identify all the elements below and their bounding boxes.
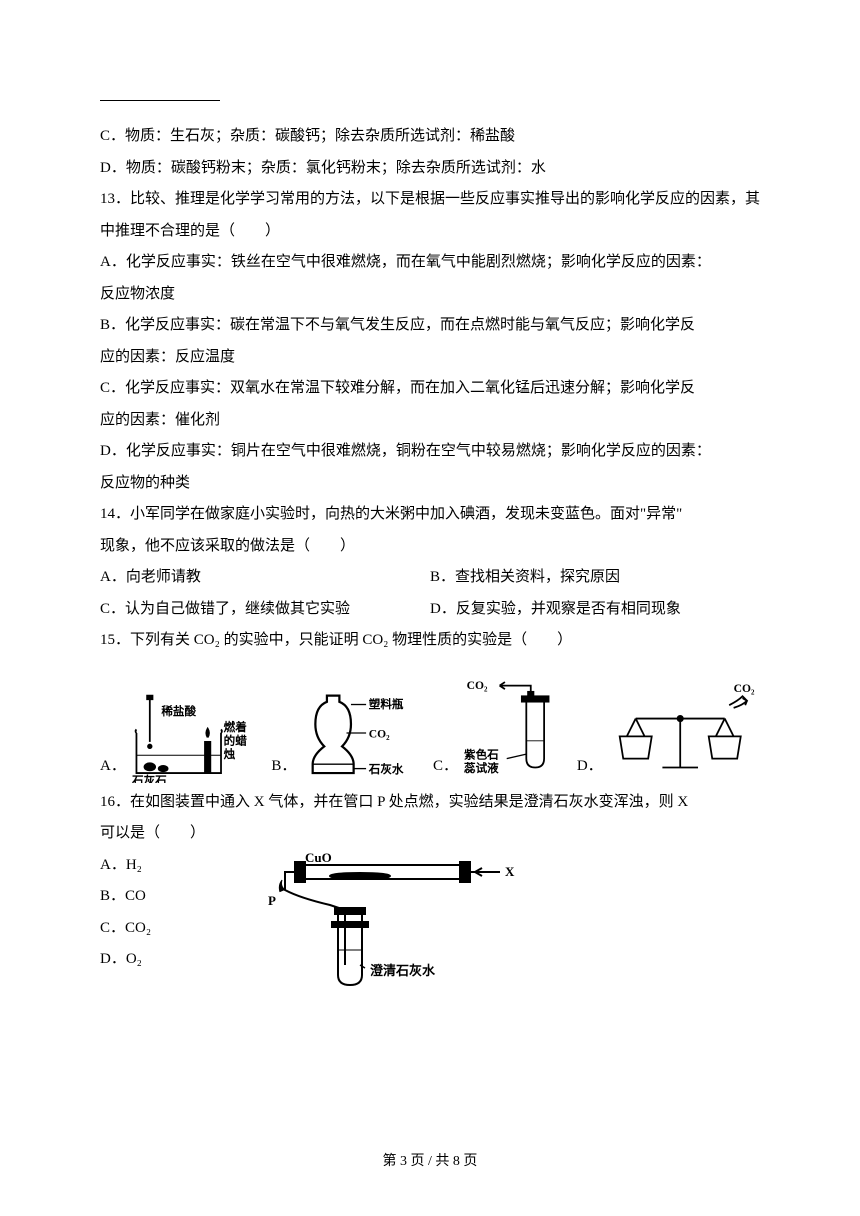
q16-opt-c: C．CO₂ (100, 913, 220, 945)
q15-fig-a-icon: 稀盐酸 石灰石 燃着 的蜡 烛 (132, 683, 266, 783)
q15-fig-d-icon: CO₂ (609, 663, 760, 783)
exam-page: C．物质：生石灰；杂质：碳酸钙；除去杂质所选试剂：稀盐酸 D．物质：碳酸钙粉末；… (0, 0, 860, 1216)
q13-opt-d-1: D．化学反应事实：铜片在空气中很难燃烧，铜粉在空气中较易燃烧；影响化学反应的因素… (100, 436, 760, 468)
q15a-stone-label: 石灰石 (132, 773, 167, 782)
q14-row1: A．向老师请教 B．查找相关资料，探究原因 (100, 562, 760, 594)
q15c-litmus-l1: 紫色石 (464, 747, 499, 761)
q15-label-c: C． (433, 751, 458, 783)
q13-opt-b-2: 应的因素：反应温度 (100, 342, 760, 374)
q15-label-d: D． (577, 751, 603, 783)
q13-opt-d-2: 反应物的种类 (100, 468, 760, 500)
q16-stem-1: 16．在如图装置中通入 X 气体，并在管口 P 处点燃，实验结果是澄清石灰水变浑… (100, 787, 760, 819)
q13-opt-c-2: 应的因素：催化剂 (100, 405, 760, 437)
q15-fig-b-icon: 塑料瓶 CO₂ 石灰水 (302, 683, 427, 783)
q14-opt-b: B．查找相关资料，探究原因 (430, 562, 760, 594)
q13-opt-b-1: B．化学反应事实：碳在常温下不与氧气发生反应，而在点燃时能与氧气反应；影响化学反 (100, 310, 760, 342)
q15a-candle-l1: 燃着 (223, 720, 248, 734)
q16-body: A．H₂ B．CO C．CO₂ D．O₂ (100, 850, 760, 1003)
q14-opt-a: A．向老师请教 (100, 562, 430, 594)
q16-opt-d: D．O₂ (100, 944, 220, 976)
q14-row2: C．认为自己做错了，继续做其它实验 D．反复实验，并观察是否有相同现象 (100, 594, 760, 626)
q14-opt-d: D．反复实验，并观察是否有相同现象 (430, 594, 760, 626)
q15-fig-c-icon: CO₂ 紫色石 蕊试液 (464, 663, 571, 783)
q16-opt-a: A．H₂ (100, 850, 220, 882)
q13-opt-a-2: 反应物浓度 (100, 279, 760, 311)
q12-opt-d: D．物质：碳酸钙粉末；杂质：氯化钙粉末；除去杂质所选试剂：水 (100, 153, 760, 185)
q13-stem: 13．比较、推理是化学学习常用的方法，以下是根据一些反应事实推导出的影响化学反应… (100, 184, 760, 247)
q12-opt-c: C．物质：生石灰；杂质：碳酸钙；除去杂质所选试剂：稀盐酸 (100, 121, 760, 153)
q13-opt-c-1: C．化学反应事实：双氧水在常温下较难分解，而在加入二氧化锰后迅速分解；影响化学反 (100, 373, 760, 405)
q13-opt-a-1: A．化学反应事实：铁丝在空气中很难燃烧，而在氧气中能剧烈燃烧；影响化学反应的因素… (100, 247, 760, 279)
q16-p-label: P (268, 893, 276, 908)
q16-cuo-label: CuO (305, 850, 332, 865)
q16-x-label: X (505, 864, 515, 879)
q15a-candle-l2: 的蜡 (224, 733, 248, 747)
q15-figures: A． 稀盐酸 石灰石 燃着 的蜡 烛 B． (100, 663, 760, 783)
q15c-gas-label: CO₂ (467, 679, 488, 692)
q15b-bottle-label: 塑料瓶 (369, 697, 404, 711)
top-rule (100, 100, 220, 101)
q15b-lime-label: 石灰水 (368, 762, 404, 776)
q15b-gas-label: CO₂ (369, 727, 390, 740)
q15c-litmus-l2: 蕊试液 (464, 760, 499, 774)
q16-opt-b: B．CO (100, 881, 220, 913)
q16-stem-2: 可以是（ ） (100, 818, 760, 850)
q15-label-b: B． (271, 751, 296, 783)
page-footer: 第 3 页 / 共 8 页 (0, 1147, 860, 1176)
q16-fig-icon: CuO X P 澄清石灰水 (260, 850, 540, 990)
q15-stem: 15．下列有关 CO₂ 的实验中，只能证明 CO₂ 物理性质的实验是（ ） (100, 625, 760, 657)
q14-stem-2: 现象，他不应该采取的做法是（ ） (100, 531, 760, 563)
q15d-gas-label: CO₂ (733, 681, 754, 694)
q14-stem-1: 14．小军同学在做家庭小实验时，向热的大米粥中加入碘酒，发现未变蓝色。面对"异常… (100, 499, 760, 531)
q15a-candle-l3: 烛 (224, 746, 236, 760)
q15a-acid-label: 稀盐酸 (161, 704, 196, 718)
q16-lime-label: 澄清石灰水 (370, 963, 436, 978)
q14-opt-c: C．认为自己做错了，继续做其它实验 (100, 594, 430, 626)
q15-label-a: A． (100, 751, 126, 783)
